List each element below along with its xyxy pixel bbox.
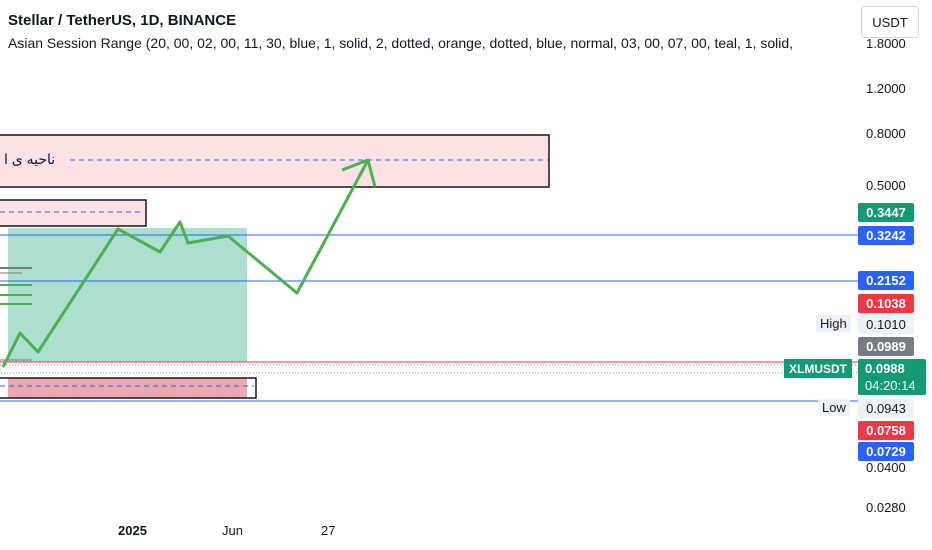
target-zone-box[interactable] [0, 134, 550, 188]
bar-countdown: 04:20:14 [865, 378, 916, 393]
high-label: High [816, 315, 851, 332]
red-stop-zone[interactable] [8, 378, 247, 398]
price-tag-0.0989: 0.0989 [858, 337, 914, 356]
price-tag-0.1038: 0.1038 [858, 294, 914, 313]
price-tag-0.0758: 0.0758 [858, 421, 914, 440]
currency-button[interactable]: USDT [861, 6, 919, 38]
time-tick-2025: 2025 [118, 523, 147, 538]
last-price-value: 0.0988 [865, 361, 905, 376]
current-price-band [0, 364, 859, 374]
price-tick: 0.0400 [866, 460, 906, 475]
indicator-legend[interactable]: Asian Session Range (20, 00, 02, 00, 11,… [8, 35, 794, 51]
lower-zone-box[interactable] [0, 377, 257, 399]
second-zone-box[interactable] [0, 199, 147, 227]
price-tag-0.3447: 0.3447 [858, 203, 914, 222]
chart-title: Stellar / TetherUS, 1D, BINANCE [8, 12, 237, 29]
price-tick: 0.0280 [866, 500, 906, 515]
projection-arrow-head [341, 158, 377, 188]
price-tick: 0.8000 [866, 126, 906, 141]
low-label: Low [818, 399, 850, 416]
last-price-tag: 0.0988 04:20:14 [858, 359, 926, 395]
projection-arrow-path[interactable] [1, 159, 370, 368]
price-tick: 1.2000 [866, 81, 906, 96]
price-tag-0.3242: 0.3242 [858, 226, 914, 245]
high-value-tag: 0.1010 [858, 315, 914, 334]
price-tick: 0.5000 [866, 178, 906, 193]
target-zone-label: ناحیه ی ا [4, 151, 56, 167]
time-tick-jun: Jun [222, 523, 243, 538]
symbol-tag: XLMUSDT [784, 359, 852, 378]
low-value-tag: 0.0943 [858, 399, 914, 418]
price-tag-0.0729: 0.0729 [858, 442, 914, 461]
time-tick-27: 27 [321, 523, 336, 538]
price-tag-0.2152: 0.2152 [858, 271, 914, 290]
teal-position-zone[interactable] [8, 228, 247, 362]
price-tick: 1.8000 [866, 36, 906, 51]
